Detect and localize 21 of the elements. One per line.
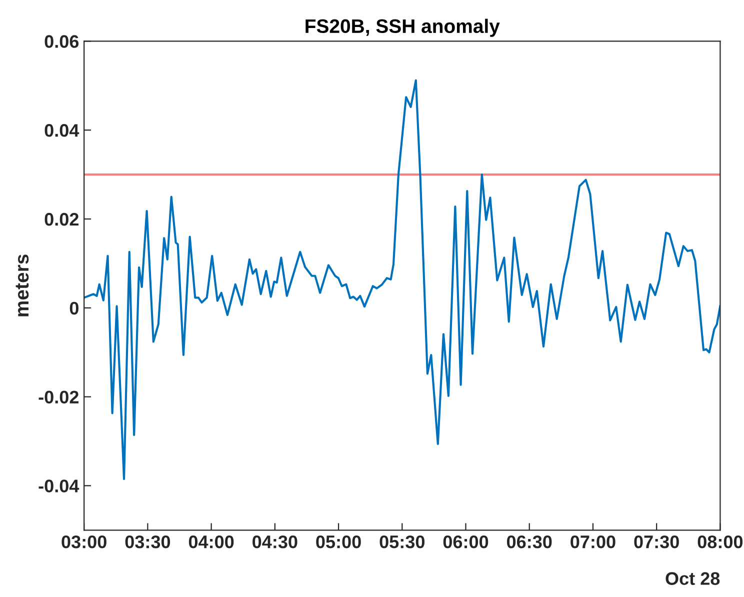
x-tick-label: 03:30 bbox=[125, 535, 170, 548]
line-series bbox=[84, 79, 720, 480]
x-tick-label: 04:00 bbox=[188, 535, 234, 548]
y-tick-label: 0 bbox=[70, 302, 78, 315]
x-tick-label: 08:00 bbox=[698, 535, 743, 548]
y-tick-label: -0.02 bbox=[38, 390, 78, 404]
y-axis-title: meters bbox=[16, 254, 29, 316]
y-tick-label: 0.02 bbox=[44, 212, 78, 226]
y-tick-label: 0.04 bbox=[44, 124, 80, 137]
x-tick-label: 05:00 bbox=[316, 535, 361, 548]
x-tick-label: 07:00 bbox=[570, 535, 616, 548]
chart-title: FS20B, SSH anomaly bbox=[306, 18, 500, 37]
x-tick-label: 05:30 bbox=[380, 535, 424, 548]
x-tick-label: 04:30 bbox=[252, 535, 298, 548]
x-tick-label: 07:30 bbox=[634, 535, 679, 548]
text: Oct 28 bbox=[666, 572, 720, 585]
y-tick-label: -0.04 bbox=[38, 480, 80, 492]
x-tick-label: 06:00 bbox=[443, 535, 488, 548]
y-tick-label: 0.06 bbox=[44, 35, 79, 48]
x-tick-label: 06:30 bbox=[506, 535, 552, 548]
x-tick-label: 03:00 bbox=[62, 535, 106, 548]
